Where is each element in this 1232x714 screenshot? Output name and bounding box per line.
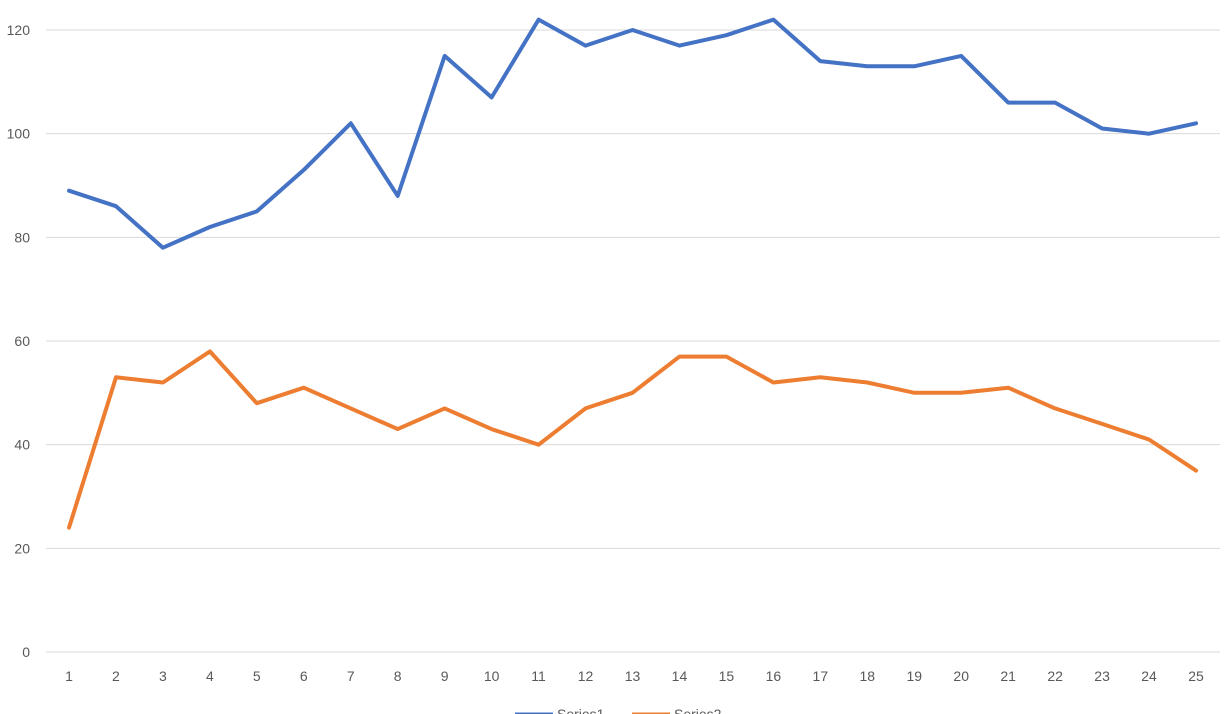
series-lines	[67, 17, 1198, 530]
gridlines	[46, 29, 1220, 653]
x-tick-label-19: 19	[906, 668, 922, 684]
x-tick-label-23: 23	[1094, 668, 1110, 684]
x-tick-label-4: 4	[206, 668, 214, 684]
x-tick-label-21: 21	[1000, 668, 1016, 684]
x-tick-label-7: 7	[347, 668, 355, 684]
x-axis-ticks: 1 2 3 4 5 6 7 8 9 10 11 12 13 14 15 16 17 18 19 20 21 22 23 24 2…	[65, 668, 1204, 684]
x-tick-label-16: 16	[766, 668, 782, 684]
x-tick-label-17: 17	[813, 668, 829, 684]
x-tick-label-14: 14	[672, 668, 688, 684]
x-tick-label-18: 18	[860, 668, 876, 684]
x-tick-label-11: 11	[531, 668, 546, 684]
series-line-2	[67, 349, 1198, 530]
x-tick-label-3: 3	[159, 668, 167, 684]
x-tick-label-5: 5	[253, 668, 261, 684]
x-tick-label-15: 15	[719, 668, 735, 684]
x-tick-label-25: 25	[1188, 668, 1204, 684]
y-tick-label-80: 80	[14, 229, 30, 245]
y-axis-ticks: 0 20 40 60 80 100 120	[7, 22, 31, 660]
x-tick-label-10: 10	[484, 668, 500, 684]
x-tick-label-9: 9	[441, 668, 449, 684]
y-tick-label-120: 120	[7, 22, 31, 38]
legend-label-1: Series1	[557, 706, 605, 714]
x-tick-label-12: 12	[578, 668, 594, 684]
y-tick-label-40: 40	[14, 437, 30, 453]
x-tick-label-20: 20	[953, 668, 969, 684]
x-tick-label-8: 8	[394, 668, 402, 684]
y-tick-label-100: 100	[7, 126, 31, 142]
y-tick-label-20: 20	[14, 540, 30, 556]
y-tick-label-0: 0	[22, 644, 30, 660]
x-tick-label-22: 22	[1047, 668, 1063, 684]
legend-label-2: Series2	[674, 706, 722, 714]
x-tick-label-2: 2	[112, 668, 120, 684]
x-tick-label-13: 13	[625, 668, 641, 684]
x-tick-label-24: 24	[1141, 668, 1157, 684]
y-tick-label-60: 60	[14, 333, 30, 349]
series-line-1	[67, 17, 1198, 250]
legend: Series1 Series2	[515, 706, 722, 714]
x-tick-label-1: 1	[65, 668, 73, 684]
x-tick-label-6: 6	[300, 668, 308, 684]
